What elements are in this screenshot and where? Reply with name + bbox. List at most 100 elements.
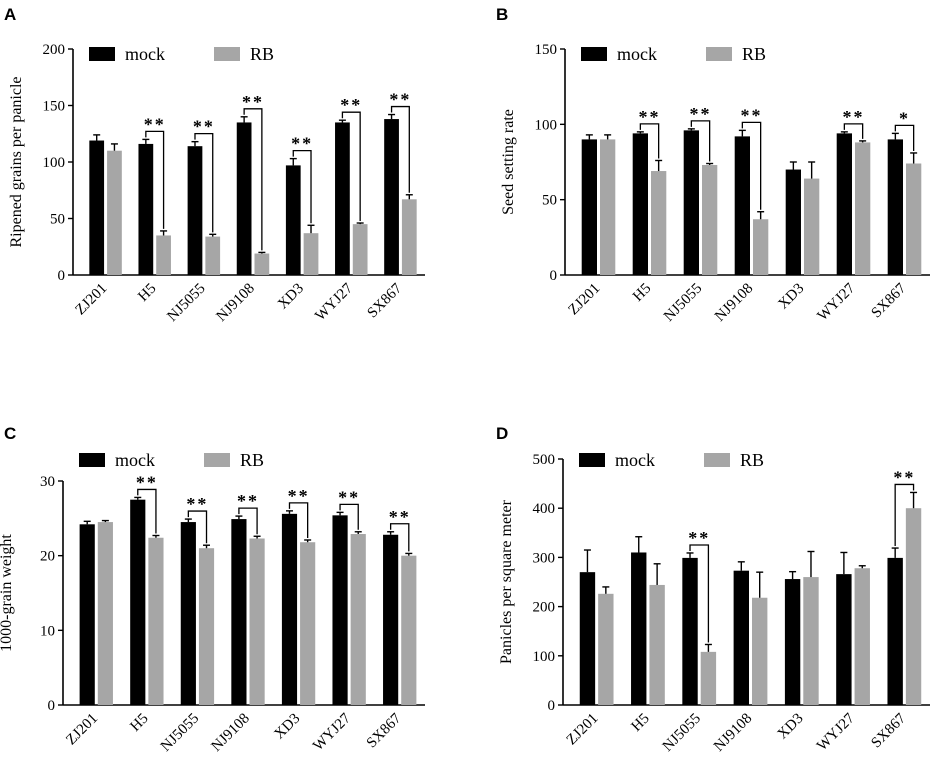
significance-label-SX867: **: [389, 507, 411, 527]
bar-mock-H5: [631, 552, 647, 705]
bar-mock-ZJ201: [89, 140, 105, 275]
significance-label-H5: **: [639, 107, 661, 127]
significance-label-WYJ27: **: [843, 107, 865, 127]
y-tick-label: 150: [535, 42, 558, 58]
y-axis-label: Seed setting rate: [500, 109, 517, 215]
bar-RB-H5: [156, 235, 171, 275]
legend-label-mock: mock: [617, 44, 657, 64]
bar-RB-ZJ201: [600, 139, 616, 275]
bar-mock-H5: [632, 133, 648, 275]
bar-mock-NJ9108: [734, 136, 750, 275]
bar-mock-XD3: [784, 579, 801, 705]
legend: mock RB: [581, 44, 766, 64]
significance-bracket-NJ9108: [238, 507, 258, 535]
y-tick-label: 0: [550, 268, 558, 284]
bar-RB-SX867: [401, 555, 417, 705]
bar-mock-SX867: [887, 557, 903, 705]
bar-RB-H5: [651, 171, 667, 275]
bar-RB-WYJ27: [350, 534, 366, 705]
y-axis-label: 1000-grain weight: [0, 534, 15, 652]
panel-D: D 0 100 200 300 400 500 Panicles per square met…: [496, 424, 930, 755]
bar-RB-NJ5055: [702, 165, 718, 275]
significance-label-SX867: **: [389, 90, 411, 110]
significance-bracket-NJ5055: [690, 120, 711, 162]
legend: mock RB: [89, 44, 274, 64]
legend-label-RB: RB: [240, 450, 264, 470]
y-tick-label: 100: [43, 155, 66, 171]
x-tick-label-XD3: XD3: [271, 711, 303, 743]
bar-RB-SX867: [401, 199, 417, 275]
significance-bracket-NJ5055: [187, 510, 208, 544]
significance-label-WYJ27: **: [340, 95, 362, 115]
significance-label-SX867: **: [893, 467, 915, 487]
bar-mock-H5: [138, 143, 154, 275]
bar-mock-NJ5055: [187, 146, 203, 275]
significance-label-NJ9108: **: [741, 105, 763, 125]
panel-letter: A: [4, 5, 16, 24]
x-tick-label-NJ9108: NJ9108: [711, 711, 755, 755]
bar-mock-NJ5055: [180, 522, 196, 705]
y-tick-label: 50: [542, 193, 557, 209]
bar-RB-WYJ27: [352, 224, 368, 275]
bar-mock-ZJ201: [79, 524, 95, 705]
x-tick-label-NJ9108: NJ9108: [214, 281, 258, 325]
significance-bracket-NJ5055: [689, 544, 710, 643]
significance-bracket-XD3: [292, 149, 312, 224]
bar-mock-H5: [130, 499, 146, 705]
y-tick-label: 200: [533, 600, 556, 616]
x-tick-label-H5: H5: [135, 281, 159, 305]
significance-bracket-H5: [639, 123, 660, 159]
legend-label-RB: RB: [250, 44, 274, 64]
legend-swatch-mock: [79, 453, 105, 467]
bar-RB-NJ9108: [249, 538, 265, 705]
bar-RB-NJ5055: [700, 651, 717, 705]
x-tick-label-XD3: XD3: [775, 281, 807, 313]
panel-letter: C: [4, 424, 16, 443]
bar-RB-XD3: [300, 542, 316, 705]
significance-label-WYJ27: **: [338, 487, 360, 507]
significance-bracket-SX867: [390, 105, 410, 193]
x-tick-label-H5: H5: [630, 281, 654, 305]
bar-mock-SX867: [384, 119, 399, 275]
x-tick-label-SX867: SX867: [869, 280, 910, 321]
x-tick-label-ZJ201: ZJ201: [63, 711, 101, 749]
bar-mock-NJ9108: [733, 570, 749, 705]
bar-RB-WYJ27: [855, 142, 871, 275]
bar-mock-WYJ27: [836, 133, 852, 275]
bar-mock-SX867: [383, 534, 399, 705]
x-tick-label-ZJ201: ZJ201: [565, 281, 603, 319]
y-tick-label: 100: [535, 117, 558, 133]
significance-bracket-H5: [137, 488, 157, 534]
legend-swatch-mock: [581, 47, 607, 61]
x-tick-label-XD3: XD3: [275, 281, 307, 313]
significance-label-NJ9108: **: [242, 92, 264, 112]
x-tick-label-NJ9108: NJ9108: [209, 711, 253, 755]
legend-swatch-RB: [706, 47, 732, 61]
significance-label-SX867: *: [899, 108, 910, 128]
y-tick-label: 100: [533, 649, 556, 665]
significance-bracket-XD3: [288, 502, 309, 538]
bar-mock-NJ9108: [231, 519, 247, 705]
bar-RB-H5: [148, 537, 164, 705]
panel-letter: D: [496, 424, 508, 443]
x-tick-label-SX867: SX867: [868, 710, 909, 751]
significance-bracket-NJ9108: [243, 108, 263, 251]
significance-bracket-NJ5055: [194, 133, 214, 233]
x-tick-label-NJ5055: NJ5055: [660, 711, 704, 755]
bar-mock-NJ5055: [683, 130, 699, 275]
significance-label-NJ5055: **: [193, 117, 215, 137]
legend: mock RB: [579, 450, 764, 470]
bar-mock-WYJ27: [335, 122, 350, 275]
bar-RB-ZJ201: [97, 522, 113, 705]
bar-mock-ZJ201: [579, 572, 596, 705]
significance-label-NJ5055: **: [688, 528, 710, 548]
bar-mock-ZJ201: [581, 139, 597, 275]
x-tick-label-WYJ27: WYJ27: [814, 710, 858, 754]
significance-bracket-SX867: [894, 124, 915, 151]
y-axis-label: Panicles per square meter: [498, 499, 515, 664]
legend-label-mock: mock: [615, 450, 655, 470]
legend-label-RB: RB: [740, 450, 764, 470]
panel-C: C 0 10 20 30 1000-grain weight mock RB ZJ201 ** H5…: [0, 424, 425, 755]
y-tick-label: 400: [533, 501, 556, 517]
bar-RB-ZJ201: [598, 593, 614, 705]
